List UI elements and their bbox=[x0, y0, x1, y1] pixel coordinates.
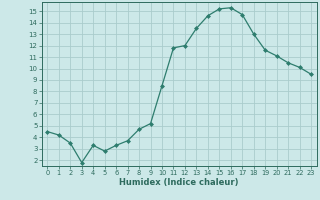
X-axis label: Humidex (Indice chaleur): Humidex (Indice chaleur) bbox=[119, 178, 239, 187]
